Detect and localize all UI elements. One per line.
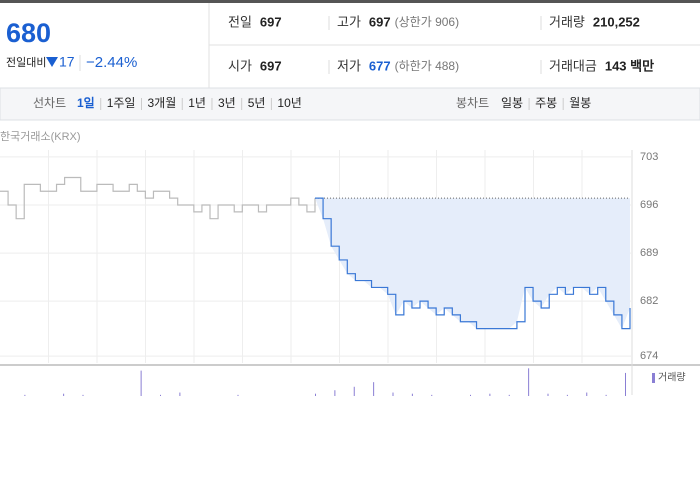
source: 한국거래소(KRX) bbox=[0, 130, 81, 143]
summary-note: (상한가 906) bbox=[395, 15, 459, 29]
summary-value: 697 bbox=[369, 14, 391, 29]
period-tab[interactable]: 1년 bbox=[188, 96, 206, 110]
volume-bar bbox=[82, 394, 84, 396]
y-tick-label: 703 bbox=[640, 151, 658, 163]
summary-note: (하한가 488) bbox=[395, 59, 459, 73]
volume-bar bbox=[431, 394, 433, 396]
summary-label: 전일 bbox=[228, 14, 252, 29]
period-tab[interactable]: 1주일 bbox=[107, 96, 136, 110]
y-tick-label: 682 bbox=[640, 295, 658, 307]
summary-value: 697 bbox=[260, 58, 282, 73]
volume-bar bbox=[140, 370, 142, 396]
period-tab[interactable]: 주봉 bbox=[535, 96, 557, 110]
volume-bar bbox=[547, 393, 549, 396]
volume-legend-swatch bbox=[652, 373, 655, 383]
volume-bar bbox=[508, 394, 510, 396]
summary-value: 677 bbox=[369, 58, 391, 73]
volume-bar bbox=[625, 372, 626, 396]
period-tab[interactable]: 월봉 bbox=[569, 96, 591, 110]
price-line bbox=[0, 176, 316, 220]
change-pct: −2.44% bbox=[86, 54, 137, 71]
period-tab[interactable]: 5년 bbox=[248, 96, 266, 110]
volume-clip bbox=[0, 396, 700, 490]
volume-bar bbox=[334, 390, 336, 396]
volume-bar bbox=[392, 392, 394, 396]
summary-label: 거래대금 bbox=[549, 58, 597, 73]
period-tab[interactable]: 10년 bbox=[277, 96, 301, 110]
volume-bar bbox=[586, 392, 588, 396]
summary-value: 697 bbox=[260, 14, 282, 29]
period-tab[interactable]: 1일 bbox=[77, 96, 95, 110]
y-tick-label: 674 bbox=[640, 350, 658, 362]
summary-value: 210,252 bbox=[593, 14, 640, 29]
volume-bar bbox=[605, 394, 607, 396]
price: 680 bbox=[6, 18, 51, 48]
top-border bbox=[0, 0, 700, 3]
volume-bar bbox=[489, 393, 491, 396]
change: 17 bbox=[59, 54, 75, 70]
y-tick-label: 696 bbox=[640, 199, 658, 211]
volume-bar bbox=[315, 393, 316, 396]
change-label: 전일대비 bbox=[6, 55, 46, 69]
summary-label: 저가 bbox=[337, 58, 361, 73]
volume-bar bbox=[411, 393, 413, 396]
tab-bar bbox=[0, 87, 700, 121]
period-tab[interactable]: 일봉 bbox=[501, 96, 523, 110]
volume-bar bbox=[179, 392, 181, 396]
price-line bbox=[315, 197, 631, 330]
volume-bar bbox=[237, 394, 239, 396]
summary-label: 고가 bbox=[337, 14, 361, 29]
volume-bar bbox=[24, 394, 26, 396]
volume-bar bbox=[63, 393, 65, 396]
volume-legend: 거래량 bbox=[658, 372, 686, 384]
volume-bar bbox=[470, 394, 471, 396]
volume-bar bbox=[373, 382, 375, 396]
tab-group-label: 선차트 bbox=[33, 96, 66, 110]
y-tick-label: 689 bbox=[640, 247, 658, 259]
volume-bar bbox=[160, 394, 161, 396]
tab-group-label: 봉차트 bbox=[456, 96, 489, 110]
area-fill bbox=[315, 198, 630, 329]
period-tab[interactable]: 3년 bbox=[218, 96, 236, 110]
period-tab[interactable]: 3개월 bbox=[147, 96, 176, 110]
volume-bar bbox=[528, 368, 530, 396]
down-icon bbox=[46, 57, 58, 67]
summary-value: 143 백만 bbox=[605, 58, 654, 73]
volume-bar bbox=[566, 394, 568, 396]
volume-bar bbox=[353, 386, 355, 396]
summary-label: 시가 bbox=[228, 58, 252, 73]
summary-label: 거래량 bbox=[549, 14, 585, 29]
